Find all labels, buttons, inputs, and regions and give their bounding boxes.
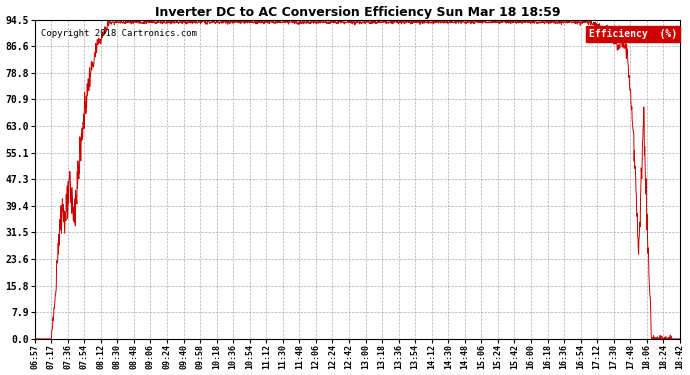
Text: Efficiency  (%): Efficiency (%) bbox=[589, 29, 677, 39]
Text: Copyright 2018 Cartronics.com: Copyright 2018 Cartronics.com bbox=[41, 29, 197, 38]
Title: Inverter DC to AC Conversion Efficiency Sun Mar 18 18:59: Inverter DC to AC Conversion Efficiency … bbox=[155, 6, 560, 18]
